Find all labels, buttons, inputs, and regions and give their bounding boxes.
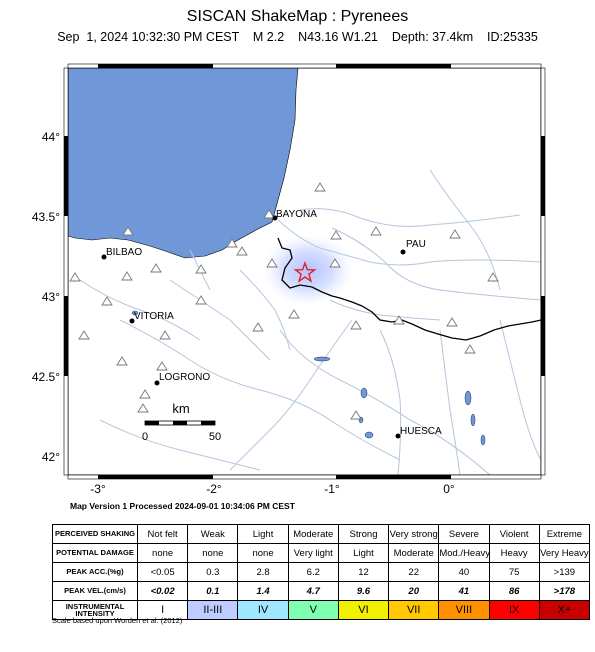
legend-cell: Not felt [136, 524, 189, 544]
svg-text:0°: 0° [443, 482, 455, 496]
svg-text:PAU: PAU [406, 239, 426, 250]
sea-area [68, 68, 299, 259]
legend-cell: Moderate [287, 524, 339, 544]
intensity-cell: I [136, 600, 189, 620]
rivers [79, 169, 541, 475]
legend-cell: 41 [438, 581, 490, 601]
legend-row-shaking: PERCEIVED SHAKING Not felt Weak Light Mo… [52, 524, 591, 544]
city-bayona: BAYONA [272, 209, 317, 221]
legend-cell: 1.4 [237, 581, 289, 601]
legend-cell: >178 [538, 581, 591, 601]
legend-cell: 75 [488, 562, 540, 582]
intensity-cell: IX [488, 600, 540, 620]
svg-text:-2°: -2° [206, 482, 222, 496]
svg-text:43°: 43° [42, 290, 60, 304]
country-border [277, 237, 541, 341]
legend-cell: Very Heavy [538, 543, 591, 563]
svg-text:BAYONA: BAYONA [276, 209, 317, 220]
legend-cell: Very strong [388, 524, 440, 544]
map-version-text: Map Version 1 Processed 2024-09-01 10:34… [70, 501, 295, 511]
legend-row-intensity: INSTRUMENTAL INTENSITY I II-III IV V VI … [52, 600, 591, 620]
intensity-cell: VI [337, 600, 390, 620]
legend-cell: Light [237, 524, 289, 544]
legend-cell: Light [337, 543, 390, 563]
legend-cell: Violent [488, 524, 540, 544]
legend-cell: Mod./Heavy [438, 543, 490, 563]
legend-cell: 9.6 [337, 581, 390, 601]
shakemap-plot: BAYONA BILBAO PAU VITORIA LOGRONO HUESCA… [32, 63, 546, 496]
svg-text:0: 0 [142, 431, 148, 443]
lon-labels: -3° -2° -1° 0° [90, 482, 455, 496]
city-logrono: LOGRONO [154, 372, 210, 386]
svg-text:43.5°: 43.5° [32, 210, 60, 224]
legend-cell: Heavy [488, 543, 540, 563]
legend-cell: <0.05 [136, 562, 189, 582]
svg-text:42°: 42° [42, 450, 60, 464]
intensity-cell: V [287, 600, 339, 620]
legend-label: PERCEIVED SHAKING [52, 524, 138, 544]
event-info: Sep 1, 2024 10:32:30 PM CEST M 2.2 N43.1… [57, 30, 538, 44]
city-vitoria: VITORIA [129, 311, 174, 324]
legend-cell: 6.2 [287, 562, 339, 582]
frame-ticks [63, 63, 546, 480]
city-huesca: HUESCA [395, 426, 442, 439]
legend-cell: 0.1 [187, 581, 239, 601]
svg-text:LOGRONO: LOGRONO [159, 372, 210, 383]
legend-row-damage: POTENTIAL DAMAGE none none none Very lig… [52, 543, 591, 563]
svg-text:-1°: -1° [324, 482, 340, 496]
svg-text:HUESCA: HUESCA [400, 426, 442, 437]
legend-cell: Strong [337, 524, 390, 544]
intensity-cell: IV [237, 600, 289, 620]
legend-label: PEAK ACC.(%g) [52, 562, 138, 582]
svg-text:BILBAO: BILBAO [106, 247, 142, 258]
legend-cell: Extreme [538, 524, 591, 544]
legend-cell: >139 [538, 562, 591, 582]
map-title: SISCAN ShakeMap : Pyrenees [186, 8, 409, 25]
legend-cell: none [187, 543, 239, 563]
legend-label: PEAK VEL.(cm/s) [52, 581, 138, 601]
legend-cell: Severe [438, 524, 490, 544]
scale-footnote: Scale based upon Worden et al. (2012) [52, 616, 183, 625]
legend-cell: none [237, 543, 289, 563]
epicenter-star [293, 260, 317, 283]
scale-bar: km 0 50 [142, 401, 221, 443]
legend-cell: <0.02 [136, 581, 189, 601]
legend-cell: 12 [337, 562, 390, 582]
intensity-legend: PERCEIVED SHAKING Not felt Weak Light Mo… [52, 524, 591, 620]
svg-text:44°: 44° [42, 130, 60, 144]
legend-label: POTENTIAL DAMAGE [52, 543, 138, 563]
svg-text:km: km [172, 401, 189, 416]
legend-cell: Very light [287, 543, 339, 563]
svg-text:50: 50 [209, 431, 221, 443]
legend-cell: 86 [488, 581, 540, 601]
legend-cell: none [136, 543, 189, 563]
svg-text:-3°: -3° [90, 482, 106, 496]
legend-cell: 4.7 [287, 581, 339, 601]
legend-cell: 20 [388, 581, 440, 601]
svg-text:42.5°: 42.5° [32, 370, 60, 384]
intensity-cell: VIII [438, 600, 490, 620]
legend-cell: 2.8 [237, 562, 289, 582]
intensity-cell: II-III [187, 600, 239, 620]
city-bilbao: BILBAO [101, 247, 142, 260]
legend-cell: Weak [187, 524, 239, 544]
legend-cell: Moderate [388, 543, 440, 563]
city-pau: PAU [400, 239, 426, 255]
svg-text:VITORIA: VITORIA [134, 311, 174, 322]
reservoirs [131, 310, 486, 446]
seismic-stations [69, 182, 499, 420]
intensity-cell: X+ [538, 600, 591, 620]
legend-cell: 0.3 [187, 562, 239, 582]
intensity-cell: VII [388, 600, 440, 620]
legend-row-vel: PEAK VEL.(cm/s) <0.02 0.1 1.4 4.7 9.6 20… [52, 581, 591, 601]
legend-cell: 22 [388, 562, 440, 582]
legend-cell: 40 [438, 562, 490, 582]
legend-row-acc: PEAK ACC.(%g) <0.05 0.3 2.8 6.2 12 22 40… [52, 562, 591, 582]
legend-label: INSTRUMENTAL INTENSITY [52, 600, 138, 620]
lat-labels: 44° 43.5° 43° 42.5° 42° [32, 130, 60, 464]
